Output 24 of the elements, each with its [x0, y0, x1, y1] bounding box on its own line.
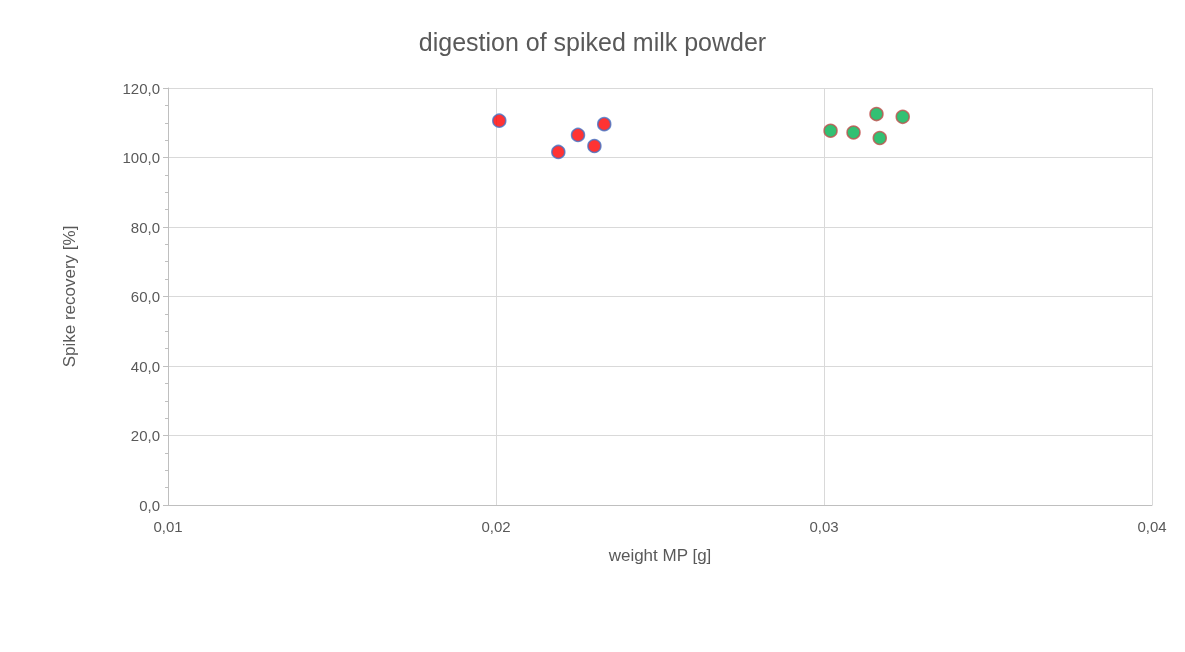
x-tick-label: 0,03 [809, 518, 839, 535]
y-tick-label: 100,0 [122, 149, 160, 166]
x-tick-label: 0,02 [481, 518, 511, 535]
x-tick-label: 0,01 [153, 518, 183, 535]
y-tick-label: 120,0 [122, 79, 160, 97]
y-tick-label: 0,0 [139, 496, 160, 514]
point [587, 138, 602, 154]
point [570, 127, 586, 143]
point [597, 116, 612, 132]
point [872, 130, 888, 146]
chart-title: digestion of spiked milk powder [418, 27, 767, 56]
point [823, 123, 838, 138]
point [869, 106, 884, 122]
y-tick-label: 60,0 [130, 288, 160, 305]
point [492, 113, 507, 128]
y-tick-label: 40,0 [130, 357, 160, 375]
point [895, 109, 910, 125]
y-tick-label: 20,0 [130, 427, 160, 444]
y-tick-label: 80,0 [130, 218, 160, 236]
y-axis-title: Spike recovery [%] [60, 225, 79, 368]
point [551, 144, 566, 160]
x-tick-label: 0,04 [1137, 518, 1167, 535]
x-axis-title: weight MP [g] [607, 546, 712, 565]
point [846, 125, 861, 140]
